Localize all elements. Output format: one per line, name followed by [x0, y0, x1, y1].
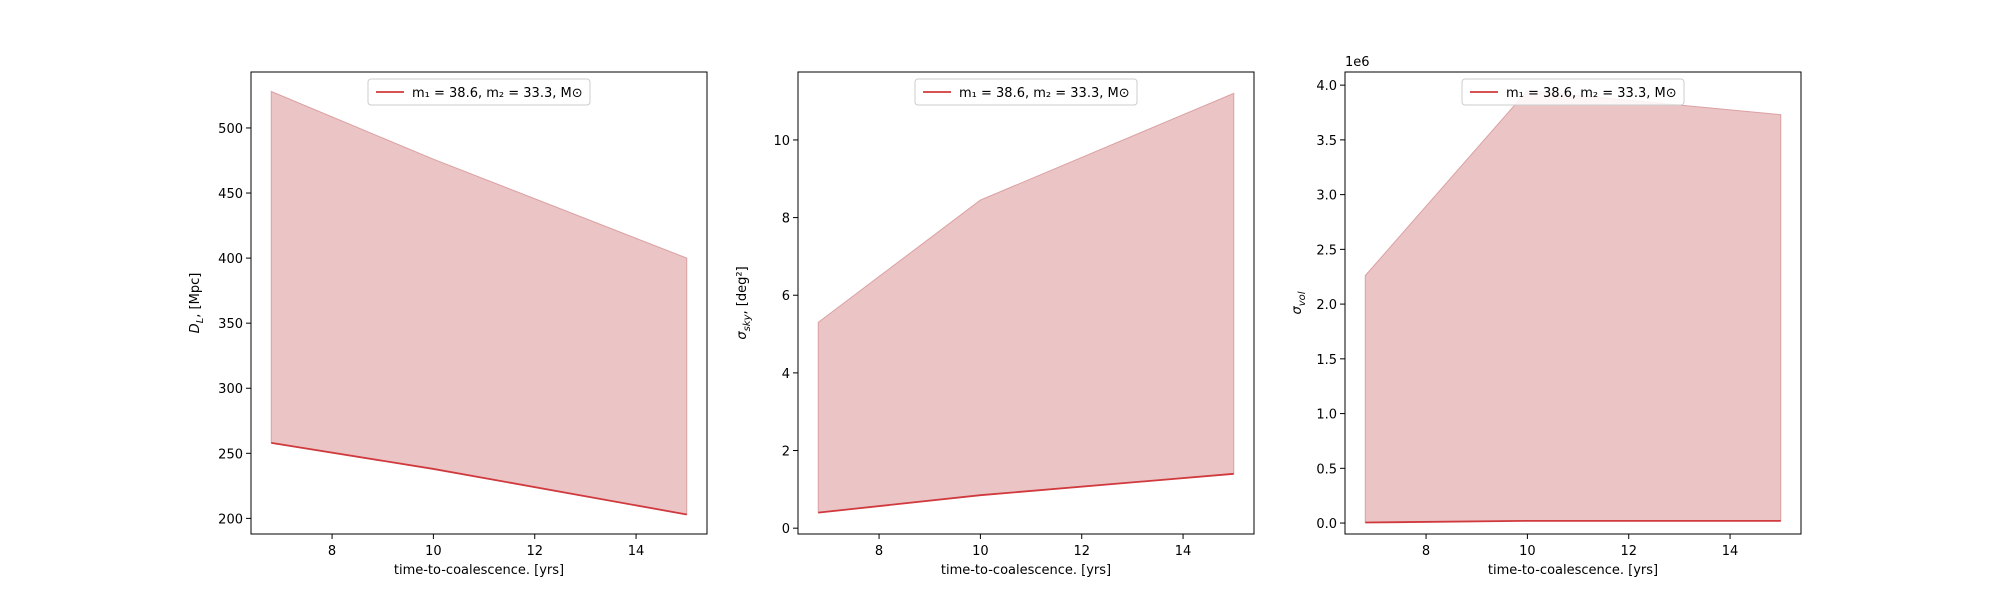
x-tick-label: 10: [972, 544, 989, 559]
y-tick-label: 2: [782, 445, 790, 460]
axes-frame: [797, 71, 1255, 535]
y-tick-label: 400: [218, 252, 243, 267]
x-tick-label: 8: [875, 544, 883, 559]
y-tick-label: 8: [782, 212, 790, 227]
y-tick-label: 0.0: [1316, 517, 1337, 532]
x-tick-label: 12: [526, 544, 543, 559]
x-tick-label: 8: [1422, 544, 1430, 559]
x-tick-label: 12: [1073, 544, 1090, 559]
y-tick-label: 300: [218, 382, 243, 397]
y-tick-label: 500: [218, 122, 243, 137]
y-tick-label: 2.0: [1316, 298, 1337, 313]
panel-sky-localization: 8 10 12 14 0 2 4 6 8 10 time-to-coalescence. [yrs]…: [735, 71, 1255, 578]
y-tick-label: 200: [218, 512, 243, 527]
axes-frame: [1344, 71, 1802, 535]
legend-label: m₁ = 38.6, m₂ = 33.3, M⊙: [1506, 86, 1677, 101]
x-axis-label: time-to-coalescence. [yrs]: [1488, 563, 1658, 578]
y-tick-label: 350: [218, 317, 243, 332]
y-tick-label: 10: [773, 134, 790, 149]
x-tick-label: 14: [1175, 544, 1192, 559]
y-axis-label: σvol: [1290, 291, 1308, 314]
x-tick-label: 14: [1722, 544, 1739, 559]
y-tick-label: 1.5: [1316, 353, 1337, 368]
y-tick-label: 2.5: [1316, 243, 1337, 258]
y-tick-label: 3.5: [1316, 134, 1337, 149]
legend-label: m₁ = 38.6, m₂ = 33.3, M⊙: [959, 86, 1130, 101]
series-line: [271, 442, 687, 516]
y-tick-label: 4.0: [1316, 79, 1337, 94]
legend-box: [1461, 78, 1685, 106]
panel-luminosity-distance: 8 10 12 14 200 250 300 350 400 450 500 time-to-coal…: [188, 71, 708, 578]
legend: m₁ = 38.6, m₂ = 33.3, M⊙: [367, 78, 591, 106]
y-tick-label: 0: [782, 522, 790, 537]
x-tick-label: 10: [425, 544, 442, 559]
y-tick-label: 6: [782, 289, 790, 304]
x-tick-label: 8: [328, 544, 336, 559]
x-axis-label: time-to-coalescence. [yrs]: [394, 563, 564, 578]
legend: m₁ = 38.6, m₂ = 33.3, M⊙: [1461, 78, 1685, 106]
y-tick-label: 450: [218, 187, 243, 202]
x-tick-label: 12: [1620, 544, 1637, 559]
panel-volume-localization: 8 10 12 14 0.0 0.5 1.0 1.5 2.0 2.5 3.0 3.5 4.0 1e6 tim…: [1290, 55, 1802, 578]
legend-box: [367, 78, 591, 106]
legend: m₁ = 38.6, m₂ = 33.3, M⊙: [914, 78, 1138, 106]
series-line: [818, 472, 1234, 514]
y-offset-text: 1e6: [1345, 55, 1370, 70]
y-tick-label: 250: [218, 447, 243, 462]
x-axis-label: time-to-coalescence. [yrs]: [941, 563, 1111, 578]
x-tick-label: 14: [628, 544, 645, 559]
axes-frame: [250, 71, 708, 535]
legend-box: [914, 78, 1138, 106]
y-axis-label: σsky, [deg²]: [735, 266, 753, 339]
y-axis-label: DL, [Mpc]: [188, 273, 206, 334]
y-tick-label: 1.0: [1316, 408, 1337, 423]
series-line: [1365, 519, 1781, 524]
y-tick-label: 0.5: [1316, 462, 1337, 477]
legend-label: m₁ = 38.6, m₂ = 33.3, M⊙: [412, 86, 583, 101]
y-tick-label: 4: [782, 367, 790, 382]
x-tick-label: 10: [1519, 544, 1536, 559]
y-tick-label: 3.0: [1316, 189, 1337, 204]
